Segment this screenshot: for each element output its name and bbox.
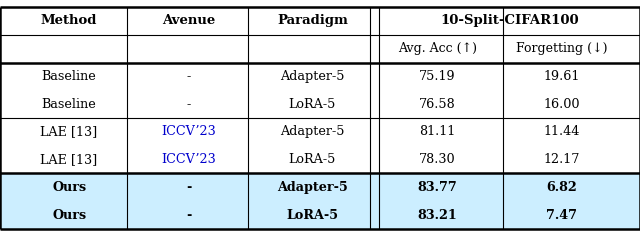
Text: Ours: Ours (52, 181, 86, 194)
Text: Adapter-5: Adapter-5 (280, 70, 344, 83)
Text: 19.61: 19.61 (544, 70, 580, 83)
Text: 83.77: 83.77 (417, 181, 457, 194)
Text: Baseline: Baseline (42, 70, 97, 83)
Text: Adapter-5: Adapter-5 (277, 181, 348, 194)
Text: 16.00: 16.00 (543, 98, 580, 111)
Text: 6.82: 6.82 (547, 181, 577, 194)
Text: Avenue: Avenue (162, 14, 216, 27)
Text: Ours: Ours (52, 209, 86, 222)
Text: Paradigm: Paradigm (277, 14, 348, 27)
Bar (0, 201, 640, 229)
Text: 12.17: 12.17 (544, 153, 580, 166)
Bar (0, 173, 640, 201)
Text: Adapter-5: Adapter-5 (280, 125, 344, 138)
Text: 75.19: 75.19 (419, 70, 456, 83)
Text: 7.47: 7.47 (547, 209, 577, 222)
Text: LAE [13]: LAE [13] (40, 125, 98, 138)
Text: ICCV’23: ICCV’23 (161, 125, 216, 138)
Text: LoRA-5: LoRA-5 (286, 209, 339, 222)
Text: Avg. Acc (↑): Avg. Acc (↑) (397, 42, 477, 55)
Text: Baseline: Baseline (42, 98, 97, 111)
Text: LoRA-5: LoRA-5 (289, 98, 336, 111)
Text: LoRA-5: LoRA-5 (289, 153, 336, 166)
Text: -: - (187, 70, 191, 83)
Text: 83.21: 83.21 (417, 209, 457, 222)
Text: 81.11: 81.11 (419, 125, 455, 138)
Text: -: - (186, 209, 191, 222)
Text: LAE [13]: LAE [13] (40, 153, 98, 166)
Text: 11.44: 11.44 (544, 125, 580, 138)
Text: 10-Split-CIFAR100: 10-Split-CIFAR100 (440, 14, 579, 27)
Text: -: - (187, 98, 191, 111)
Text: Method: Method (41, 14, 97, 27)
Text: Forgetting (↓): Forgetting (↓) (516, 42, 607, 55)
Text: -: - (186, 181, 191, 194)
Text: 78.30: 78.30 (419, 153, 456, 166)
Text: ICCV’23: ICCV’23 (161, 153, 216, 166)
Text: 76.58: 76.58 (419, 98, 456, 111)
